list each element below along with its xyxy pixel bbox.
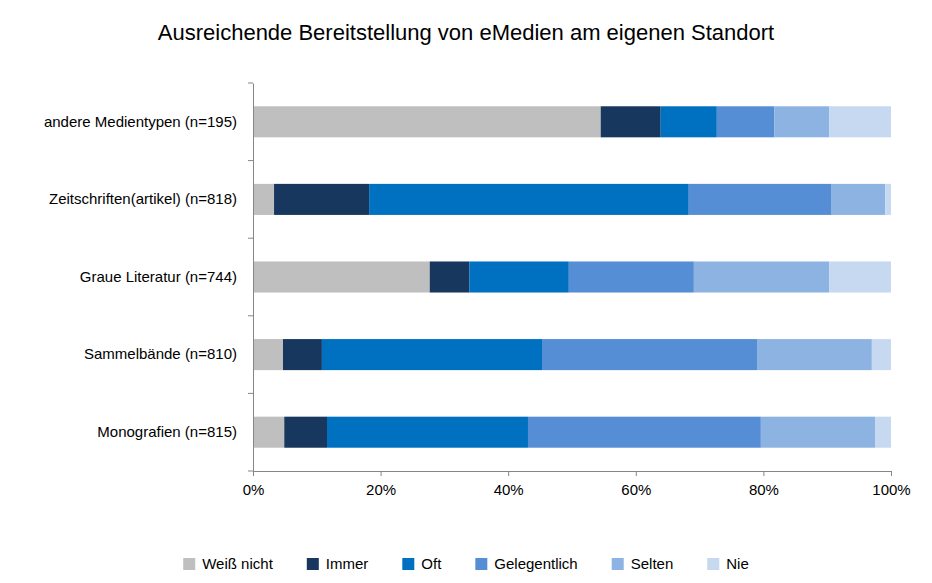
legend-item: Selten	[612, 555, 674, 572]
bar-segment	[689, 184, 831, 215]
bar-segment	[761, 417, 875, 448]
category-separator	[248, 238, 253, 239]
legend-item: Gelegentlich	[475, 555, 577, 572]
legend-swatch	[475, 558, 487, 570]
tick-mark	[891, 471, 892, 476]
category-separator	[248, 160, 253, 161]
bar-segment	[253, 184, 274, 215]
bar-segment	[831, 184, 885, 215]
tick-label: 80%	[749, 481, 779, 498]
category-separator	[248, 83, 253, 84]
tick: andere Medientypen (n=195)	[44, 113, 253, 130]
legend-swatch	[307, 558, 319, 570]
legend: Weiß nicht Immer Oft Gelegentlich Selten Nie	[183, 555, 749, 572]
legend-label: Nie	[726, 555, 749, 572]
tick-label: 0%	[243, 481, 265, 498]
bar-segment	[829, 106, 891, 137]
tick: 100%	[872, 471, 910, 498]
tick-mark	[636, 471, 637, 476]
tick-label: 20%	[366, 481, 396, 498]
legend-swatch	[402, 558, 414, 570]
legend-swatch	[707, 558, 719, 570]
tick: Monografien (n=815)	[97, 423, 253, 440]
legend-item: Immer	[307, 555, 369, 572]
tick: 20%	[366, 471, 396, 498]
y-axis: andere Medientypen (n=195) Zeitschriften(…	[44, 84, 254, 472]
chart: Ausreichende Bereitstellung von eMedien …	[0, 0, 932, 583]
bar-segment	[661, 106, 717, 137]
tick: Zeitschriften(artikel) (n=818)	[49, 190, 253, 207]
tick: Graue Literatur (n=744)	[80, 268, 253, 285]
tick: 60%	[621, 471, 651, 498]
bar-segment	[601, 106, 661, 137]
bar-segment	[253, 261, 430, 292]
bar-segment	[875, 417, 891, 448]
bar-segment	[757, 339, 872, 370]
bar-segment	[369, 184, 689, 215]
legend-item: Nie	[707, 555, 749, 572]
bar-segment	[872, 339, 891, 370]
bar-segment	[253, 339, 283, 370]
axis-domain	[254, 472, 892, 477]
tick-label: 40%	[494, 481, 524, 498]
category-separator	[248, 393, 253, 394]
legend-label: Oft	[421, 555, 442, 572]
legend-label: Immer	[326, 555, 369, 572]
plot: 0% 20% 40% 60% 80% 100% andere Medientypen (n=…	[44, 83, 911, 498]
x-axis: 0% 20% 40% 60% 80% 100%	[243, 471, 911, 498]
tick-label: 100%	[872, 481, 910, 498]
category-label: Sammelbände (n=810)	[84, 345, 237, 362]
bar-segment	[327, 417, 528, 448]
bar-segment	[885, 184, 891, 215]
title: Ausreichende Bereitstellung von eMedien …	[158, 20, 774, 45]
bar-segment	[528, 417, 761, 448]
bar-segment	[774, 106, 829, 137]
category-label: andere Medientypen (n=195)	[44, 113, 237, 130]
bar-segment	[829, 261, 891, 292]
tick: 0%	[243, 471, 265, 498]
tick-mark	[508, 471, 509, 476]
legend-label: Gelegentlich	[494, 555, 577, 572]
bar-segment	[322, 339, 542, 370]
bar-segment	[430, 261, 470, 292]
tick-mark	[763, 471, 764, 476]
bar-segment	[542, 339, 757, 370]
tick: 80%	[749, 471, 779, 498]
bar-segment	[253, 417, 284, 448]
legend-item: Oft	[402, 555, 442, 572]
category-separator	[248, 315, 253, 316]
bar-segment	[717, 106, 774, 137]
tick: 40%	[494, 471, 524, 498]
tick-mark	[381, 471, 382, 476]
tick-label: 60%	[621, 481, 651, 498]
bar-segment	[274, 184, 369, 215]
category-label: Zeitschriften(artikel) (n=818)	[49, 190, 237, 207]
bar-segment	[694, 261, 829, 292]
bar-segment	[284, 417, 327, 448]
legend-item: Weiß nicht	[183, 555, 273, 572]
legend-label: Selten	[631, 555, 674, 572]
bar-segment	[469, 261, 569, 292]
category-label: Graue Literatur (n=744)	[80, 268, 237, 285]
bar-segment	[569, 261, 694, 292]
legend-swatch	[612, 558, 624, 570]
category-separator	[248, 471, 253, 472]
tick-mark	[253, 471, 254, 476]
bars	[253, 106, 891, 447]
category-label: Monografien (n=815)	[97, 423, 237, 440]
legend-swatch	[183, 558, 195, 570]
axis-domain	[253, 84, 254, 472]
legend-label: Weiß nicht	[202, 555, 273, 572]
bar-segment	[253, 106, 601, 137]
tick: Sammelbände (n=810)	[84, 345, 253, 362]
bar-segment	[283, 339, 322, 370]
